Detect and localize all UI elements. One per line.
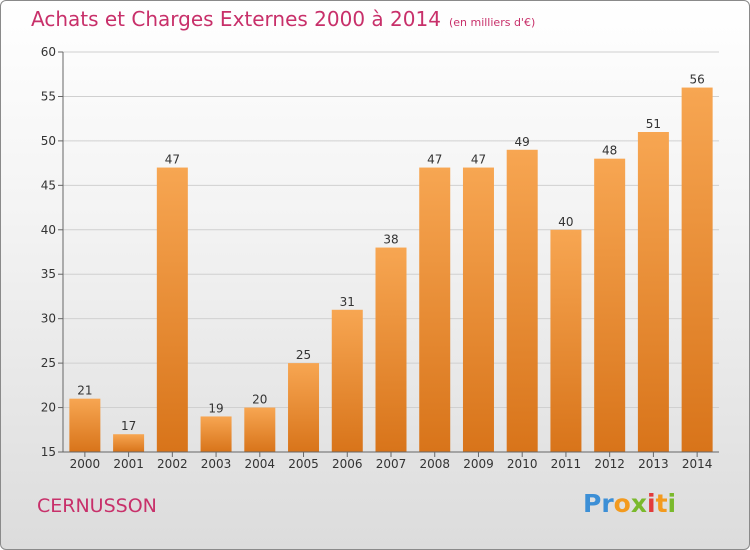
data-label: 51	[646, 117, 661, 131]
data-label: 47	[165, 153, 180, 167]
y-tick-label: 30	[41, 312, 56, 326]
bar-2009	[462, 167, 494, 453]
x-tick-label: 2005	[288, 457, 319, 471]
chart-title-text: Achats et Charges Externes 2000 à 2014	[31, 7, 441, 31]
bar-2005	[288, 363, 320, 452]
y-tick-label: 55	[41, 89, 56, 103]
data-label: 56	[689, 73, 704, 87]
data-label: 49	[515, 135, 530, 149]
y-tick-label: 25	[41, 356, 56, 370]
data-label: 21	[77, 384, 92, 398]
data-label: 47	[471, 153, 486, 167]
logo-letter: P	[583, 489, 602, 518]
bar-2000	[69, 398, 101, 452]
data-label: 40	[558, 215, 573, 229]
x-tick-label: 2006	[332, 457, 363, 471]
x-tick-label: 2007	[376, 457, 407, 471]
data-label: 48	[602, 144, 617, 158]
bar-2008	[419, 167, 451, 453]
x-tick-label: 2010	[507, 457, 538, 471]
logo-letter: i	[647, 489, 656, 518]
bar-2002	[156, 167, 188, 453]
bar-2001	[113, 434, 145, 452]
logo-letter: i	[667, 489, 677, 518]
bar-2011	[550, 229, 582, 452]
data-label: 47	[427, 153, 442, 167]
x-tick-label: 2014	[682, 457, 713, 471]
x-tick-label: 2001	[113, 457, 144, 471]
bar-2010	[506, 149, 538, 452]
y-tick-label: 35	[41, 267, 56, 281]
x-tick-label: 2003	[201, 457, 232, 471]
data-label: 38	[383, 233, 398, 247]
x-tick-label: 2008	[419, 457, 450, 471]
y-tick-label: 45	[41, 178, 56, 192]
y-tick-label: 60	[41, 45, 56, 59]
bar-2013	[637, 132, 669, 452]
bar-2007	[375, 247, 407, 452]
x-tick-label: 2013	[638, 457, 669, 471]
x-tick-label: 2011	[551, 457, 582, 471]
logo-letter: r	[601, 489, 614, 518]
bar-2014	[681, 87, 713, 453]
logo-letter: o	[613, 489, 631, 518]
x-tick-label: 2004	[245, 457, 276, 471]
data-label: 19	[208, 401, 223, 415]
data-label: 17	[121, 419, 136, 433]
logo-letter: x	[630, 489, 647, 518]
y-tick-label: 50	[41, 134, 56, 148]
y-tick-label: 15	[41, 445, 56, 459]
y-tick-label: 20	[41, 401, 56, 415]
data-label: 25	[296, 348, 311, 362]
x-tick-label: 2002	[157, 457, 188, 471]
logo-letter: t	[655, 489, 668, 518]
chart-title: Achats et Charges Externes 2000 à 2014 (e…	[31, 7, 535, 31]
x-tick-label: 2009	[463, 457, 494, 471]
bar-2006	[331, 309, 363, 452]
data-label: 31	[340, 295, 355, 309]
x-tick-label: 2000	[70, 457, 101, 471]
chart-unit: (en milliers d'€)	[448, 16, 536, 29]
proxiti-logo: Proxiti	[583, 489, 676, 518]
bar-2003	[200, 416, 232, 452]
x-tick-label: 2012	[594, 457, 625, 471]
bar-2012	[594, 158, 626, 452]
commune-name: CERNUSSON	[37, 495, 157, 517]
bar-2004	[244, 407, 276, 452]
data-label: 20	[252, 393, 267, 407]
y-tick-label: 40	[41, 223, 56, 237]
